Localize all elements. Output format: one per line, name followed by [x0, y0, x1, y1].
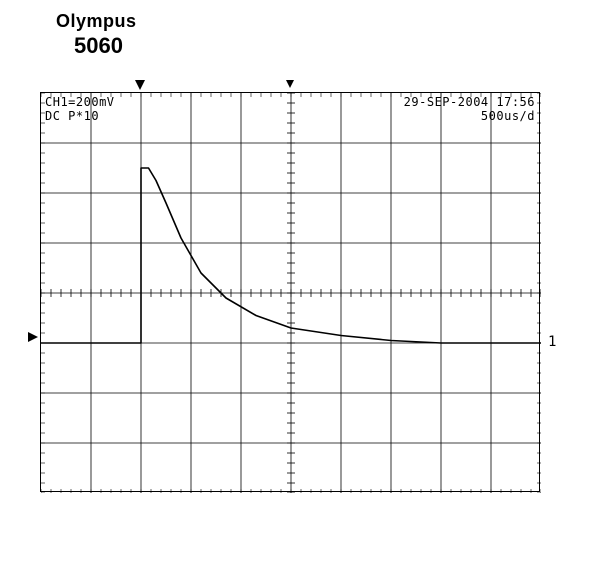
scope-svg — [41, 93, 541, 493]
timebase-label: 500us/d — [481, 109, 535, 123]
ch-settings-line1: CH1=200mV — [45, 95, 115, 109]
channel-1-label: 1 — [548, 334, 556, 350]
ch-settings-line2: DC P*10 — [45, 109, 99, 123]
title-model: 5060 — [74, 34, 137, 58]
title-brand: Olympus — [56, 12, 137, 32]
scope-grid-frame: CH1=200mV DC P*10 29-SEP-2004 17:56 500u… — [40, 92, 540, 492]
top-markers — [40, 80, 540, 92]
datetime-label: 29-SEP-2004 17:56 — [404, 95, 535, 109]
page-root: Olympus 5060 CH1=200mV DC P*10 29-SEP-20… — [0, 0, 594, 579]
oscilloscope-display: CH1=200mV DC P*10 29-SEP-2004 17:56 500u… — [40, 92, 560, 512]
title-block: Olympus 5060 — [56, 12, 137, 58]
ground-marker — [28, 92, 40, 492]
